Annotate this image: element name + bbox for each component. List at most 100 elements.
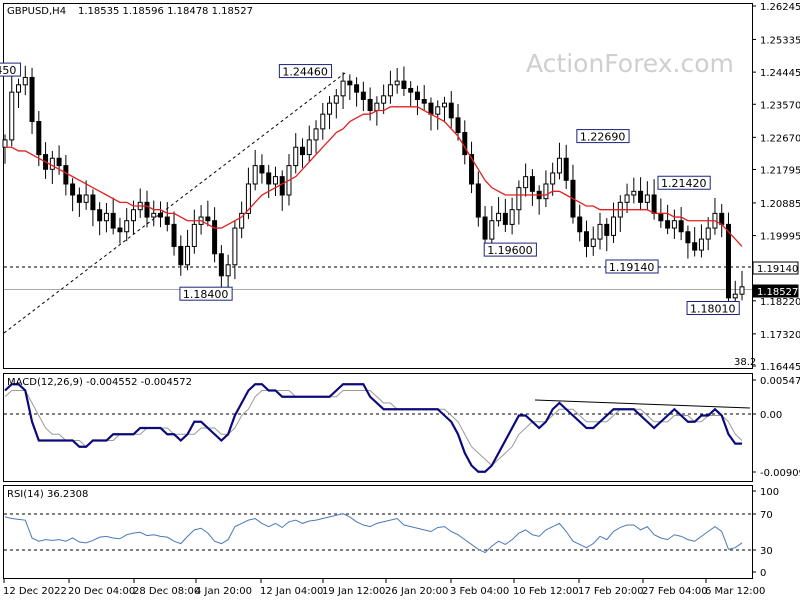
candle	[347, 74, 353, 101]
candle	[536, 185, 542, 215]
candle	[435, 100, 441, 130]
horizontal-line-value: 1.19140	[757, 264, 798, 275]
ma-polyline	[5, 106, 743, 247]
candle	[320, 103, 326, 140]
candle	[590, 226, 596, 256]
time-tick-label-2: 28 Dec 08:00	[133, 586, 200, 597]
time-tick-label-4: 12 Jan 04:00	[260, 586, 323, 597]
candle	[448, 91, 454, 128]
candle	[83, 180, 89, 210]
candle	[665, 204, 671, 235]
price-tick-label-0: 1.26245	[760, 2, 800, 13]
candle	[124, 208, 130, 242]
macd-tick-label-1: 0.00	[760, 410, 782, 421]
candle	[462, 120, 468, 165]
rsi-tick-label-2: 30	[760, 546, 773, 557]
candle	[158, 201, 164, 228]
price-annotation: 1.24460	[278, 64, 333, 79]
price-annotations: 1.24460 1.22690 1.21420 1.19600 1.19140 1.184…	[0, 62, 740, 316]
candle	[692, 227, 698, 257]
rsi-tick-label-3: 0	[760, 568, 766, 579]
candle	[509, 197, 515, 235]
macd-legend: MACD(12,26,9) -0.004552 -0.004572	[7, 377, 192, 388]
price-annotation-label: 1.19600	[487, 244, 532, 257]
candle	[360, 81, 366, 112]
candle	[63, 155, 69, 196]
candle	[408, 81, 414, 107]
rsi-line	[4, 513, 743, 554]
current-price-value: 1.18527	[757, 287, 798, 298]
horizontal-line-tag: 1.19140	[752, 261, 799, 275]
candle	[218, 245, 224, 290]
candle	[502, 198, 508, 232]
candle	[583, 220, 589, 258]
price-tick-label-4: 1.22670	[760, 133, 800, 144]
candle	[354, 77, 360, 107]
candle	[333, 89, 339, 119]
price-annotation: 1.19140	[605, 259, 659, 274]
candle	[550, 162, 556, 196]
rsi-tick-label-1: 70	[760, 510, 773, 521]
candle	[340, 72, 346, 110]
candle	[212, 207, 218, 263]
candle	[523, 163, 529, 197]
candle	[90, 189, 96, 227]
price-annotation-label: 1.22690	[580, 131, 626, 144]
candle	[638, 177, 644, 211]
candle	[496, 197, 502, 227]
macd-axis-ticks: 0.005475 0.00 -0.00909	[752, 376, 800, 479]
candle	[441, 96, 447, 123]
macd-tick-label-2: -0.00909	[760, 468, 800, 479]
signal-polyline	[4, 390, 743, 467]
candle	[475, 171, 481, 227]
candle	[97, 202, 103, 236]
candle	[252, 149, 258, 191]
candle	[279, 170, 285, 211]
macd-polyline	[4, 383, 742, 473]
candle	[617, 195, 623, 233]
price-tick-label-1: 1.25335	[760, 35, 800, 46]
candle	[76, 187, 82, 217]
candle	[469, 141, 475, 194]
rsi-tick-label-0: 100	[760, 487, 779, 498]
candle	[725, 212, 731, 309]
candle	[70, 178, 76, 212]
price-tick-label-2: 1.24445	[760, 68, 800, 79]
price-tick-label-11: 1.17320	[760, 330, 800, 341]
candle	[36, 111, 42, 167]
candle	[719, 204, 725, 238]
candle	[266, 164, 272, 198]
candle	[16, 78, 22, 109]
candle	[272, 166, 278, 197]
candles	[2, 65, 745, 309]
candle	[313, 120, 319, 154]
candle	[110, 197, 116, 235]
candle	[29, 67, 35, 134]
candle	[185, 229, 191, 271]
candle	[239, 201, 245, 239]
candle	[556, 142, 562, 180]
time-tick-label-0: 12 Dec 2022	[3, 586, 67, 597]
candle	[178, 235, 184, 276]
price-annotation: 1.18010	[686, 301, 740, 316]
price-panel	[3, 3, 753, 369]
candle	[624, 183, 630, 214]
candle	[198, 205, 204, 235]
current-price-tag: 1.18527	[752, 284, 799, 298]
macd-lines	[4, 383, 743, 473]
candle	[671, 209, 677, 239]
price-tick-label-3: 1.23570	[760, 100, 800, 111]
candle	[577, 204, 583, 242]
rsi-panel	[3, 485, 753, 579]
candle	[516, 180, 522, 225]
price-annotation: 1.22690	[576, 129, 630, 144]
price-annotation: 1.18400	[179, 286, 233, 301]
candle	[455, 103, 461, 141]
price-annotation-label: 1.2450	[0, 64, 16, 77]
candle	[705, 217, 711, 251]
time-tick-label-9: 17 Feb 20:00	[578, 586, 644, 597]
candle	[421, 85, 427, 111]
candle	[327, 96, 333, 130]
